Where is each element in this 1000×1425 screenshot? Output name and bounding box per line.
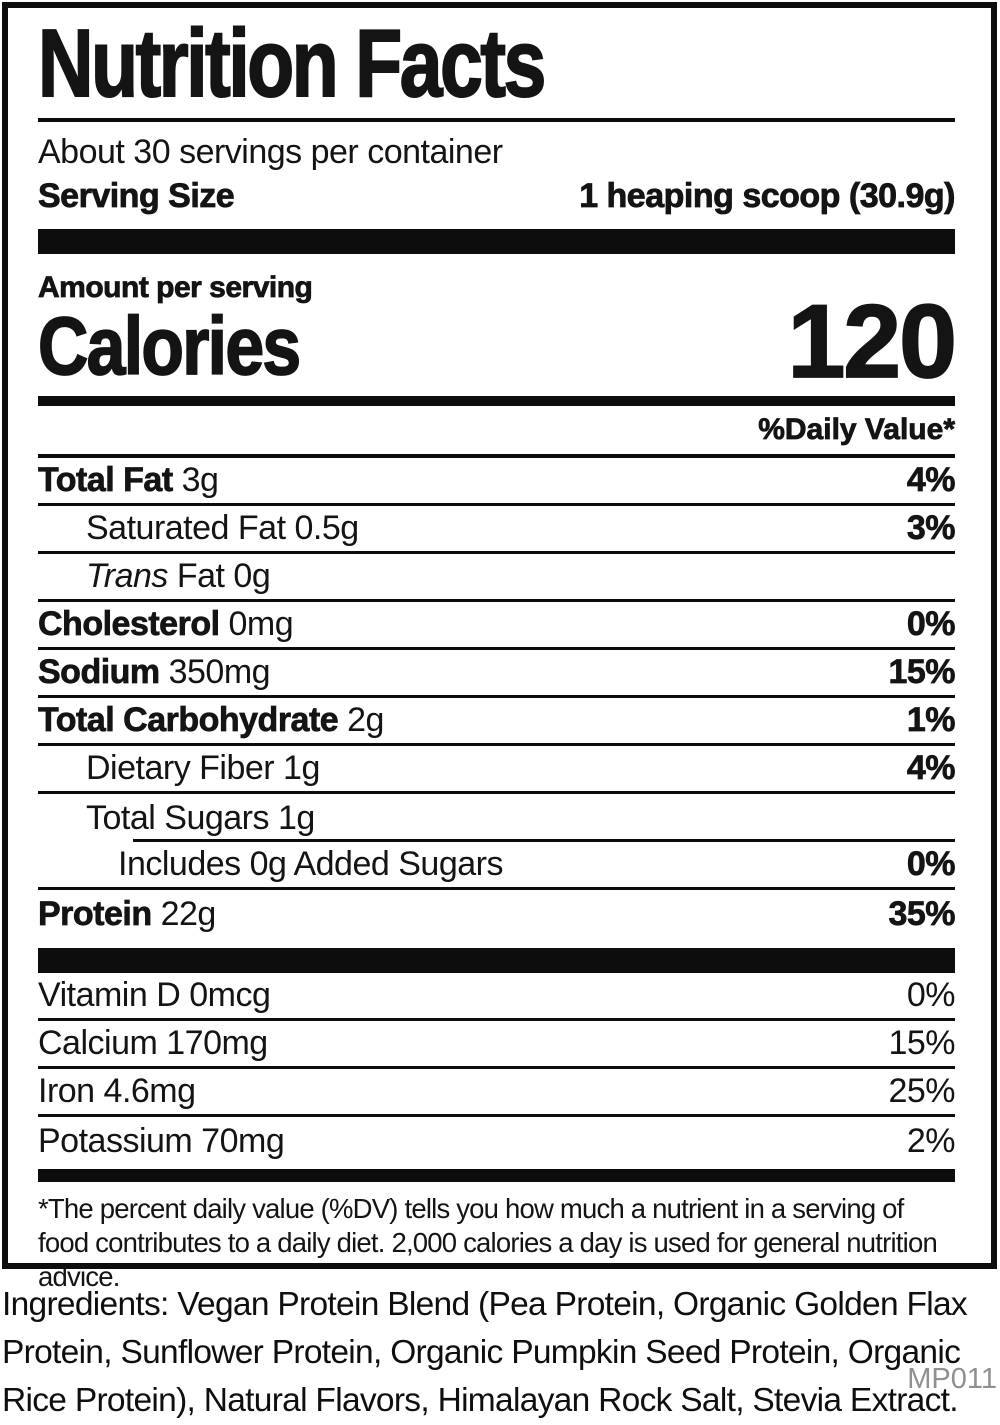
nutrient-name-and-amount: Total Fat 3g [38, 461, 219, 500]
nutrient-row: Protein 22g 35% [38, 890, 956, 938]
title-divider [38, 118, 955, 122]
nutrient-row: Saturated Fat 0.5g 3% [38, 506, 956, 554]
servings-per-container: About 30 servings per container [38, 133, 503, 171]
micronutrient-row: Iron 4.6mg 25% [38, 1069, 955, 1117]
partial-divider [133, 839, 955, 842]
serving-size-row: Serving Size 1 heaping scoop (30.9g) [38, 173, 956, 219]
daily-value-percent: 35% [888, 894, 956, 933]
serving-size-label: Serving Size [38, 177, 236, 216]
daily-value-percent: 0% [906, 605, 956, 644]
nutrient-row: Trans Fat 0g [38, 554, 955, 602]
section-bar-middle [38, 948, 955, 973]
nutrient-row: Cholesterol 0mg 0% [38, 602, 956, 650]
daily-value-percent: 25% [888, 1072, 955, 1110]
section-bar-bottom [38, 1169, 955, 1182]
nutrient-row: Total Fat 3g 4% [38, 458, 956, 506]
nutrient-name-and-amount: Protein 22g [38, 894, 217, 933]
nutrient-name-and-amount: Sodium 350mg [38, 653, 271, 692]
section-bar-top [38, 229, 955, 254]
nutrient-row: Includes 0g Added Sugars 0% [38, 842, 956, 890]
nutrient-name-and-amount: Includes 0g Added Sugars [118, 845, 503, 883]
daily-value-percent: 15% [888, 1024, 955, 1062]
nutrient-name-and-amount: Cholesterol 0mg [38, 605, 294, 644]
nutrient-name-and-amount: Total Sugars 1g [86, 798, 315, 837]
calories-row: Calories 120 [37, 289, 958, 395]
daily-value-divider [38, 454, 955, 458]
micronutrient-row: Calcium 170mg 15% [38, 1021, 955, 1069]
calories-value: 120 [787, 284, 958, 400]
nutrient-name-and-amount: Trans Fat 0g [86, 557, 271, 595]
nutrient-name-and-amount: Dietary Fiber 1g [86, 749, 320, 787]
amount-per-serving-label: Amount per serving [38, 271, 314, 304]
micronutrient-row: Potassium 70mg 2% [38, 1117, 956, 1165]
nutrient-name-and-amount: Saturated Fat 0.5g [86, 509, 359, 547]
ingredients-text: Ingredients: Vegan Protein Blend (Pea Pr… [2, 1286, 968, 1419]
daily-value-percent: 0% [906, 845, 956, 884]
nutrient-name-and-amount: Iron 4.6mg [38, 1072, 196, 1110]
daily-value-percent: 2% [906, 1121, 956, 1160]
nutrient-row: Total Carbohydrate 2g 1% [38, 698, 956, 746]
nutrient-rows: Total Fat 3g 4% Saturated Fat 0.5g 3% Trans … [38, 458, 956, 938]
daily-value-percent: 0% [906, 976, 956, 1014]
nutrient-row: Sodium 350mg 15% [38, 650, 956, 698]
micronutrient-rows: Vitamin D 0mcg 0% Calcium 170mg 15% Iron 4.6… [38, 973, 956, 1165]
calories-label: Calories [37, 301, 302, 392]
daily-value-header: %Daily Value* [758, 413, 956, 446]
nutrient-row: Dietary Fiber 1g 4% [38, 746, 956, 794]
daily-value-percent: 1% [906, 701, 956, 740]
nutrient-name-and-amount: Vitamin D 0mcg [38, 976, 271, 1014]
serving-size-value: 1 heaping scoop (30.9g) [579, 177, 956, 216]
nutrition-facts-panel: Nutrition Facts About 30 servings per co… [2, 2, 997, 1292]
daily-value-percent: 4% [906, 749, 956, 788]
daily-value-footnote: *The percent daily value (%DV) tells you… [38, 1193, 938, 1292]
calories-divider-bar [38, 396, 955, 406]
label-title: Nutrition Facts [37, 10, 547, 117]
nutrient-name-and-amount: Calcium 170mg [38, 1024, 268, 1062]
daily-value-percent: 4% [906, 461, 956, 500]
micronutrient-row: Vitamin D 0mcg 0% [38, 973, 956, 1021]
nutrient-row: Total Sugars 1g [38, 794, 955, 842]
product-code: MP011 [907, 1363, 997, 1395]
nutrient-name-and-amount: Total Carbohydrate 2g [38, 701, 385, 740]
nutrient-name-and-amount: Potassium 70mg [38, 1121, 285, 1160]
daily-value-percent: 15% [888, 653, 956, 692]
daily-value-percent: 3% [906, 509, 956, 548]
